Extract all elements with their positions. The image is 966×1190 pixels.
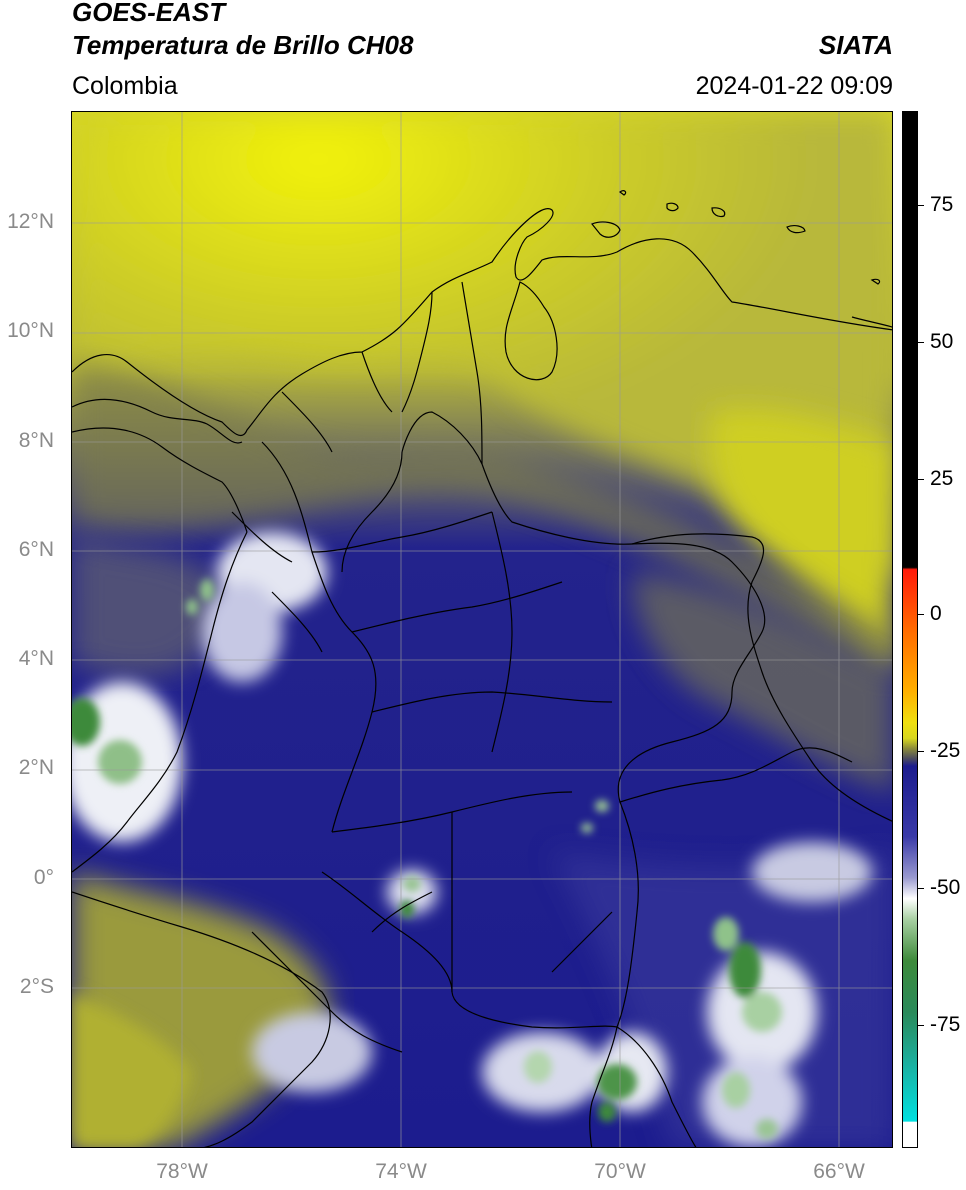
colorbar-tick	[918, 614, 924, 615]
temperature-colorbar	[902, 111, 918, 1148]
datetime-label: 2024-01-22 09:09	[695, 72, 893, 100]
brightness-temperature-image	[72, 112, 892, 1147]
lat-label-10n: 10°N	[7, 319, 54, 342]
colorbar-label-minus-50: -50	[930, 876, 961, 899]
lat-label-6n: 6°N	[18, 538, 54, 561]
colorbar-tick	[918, 1025, 924, 1026]
lon-label-66w: 66°W	[813, 1160, 865, 1183]
lon-label-74w: 74°W	[375, 1160, 427, 1183]
lat-label-4n: 4°N	[18, 647, 54, 670]
colorbar-label-50: 50	[930, 330, 954, 353]
lat-label-12n: 12°N	[7, 210, 54, 233]
satellite-title: GOES-EAST	[72, 0, 226, 27]
agency-label: SIATA	[818, 30, 893, 60]
lon-label-70w: 70°W	[594, 1160, 646, 1183]
colorbar-tick	[918, 751, 924, 752]
lat-label-2s: 2°S	[19, 975, 54, 998]
colorbar-tick	[918, 205, 924, 206]
political-borders	[72, 190, 892, 1147]
satellite-map[interactable]	[71, 111, 893, 1148]
coldest-cloud-tops	[72, 579, 782, 1139]
colorbar-label-minus-75: -75	[930, 1013, 961, 1036]
lat-label-8n: 8°N	[18, 429, 54, 452]
product-title: Temperatura de Brillo CH08	[72, 30, 414, 60]
lon-label-78w: 78°W	[156, 1160, 208, 1183]
colorbar-label-75: 75	[930, 193, 954, 216]
colorbar-label-0: 0	[930, 602, 942, 625]
colorbar-tick	[918, 888, 924, 889]
lat-label-0: 0°	[33, 866, 54, 889]
colorbar-label-25: 25	[930, 467, 954, 490]
lat-label-2n: 2°N	[18, 756, 54, 779]
colorbar-label-minus-25: -25	[930, 739, 961, 762]
colorbar-tick	[918, 479, 924, 480]
colorbar-tick	[918, 342, 924, 343]
region-label: Colombia	[72, 72, 178, 100]
